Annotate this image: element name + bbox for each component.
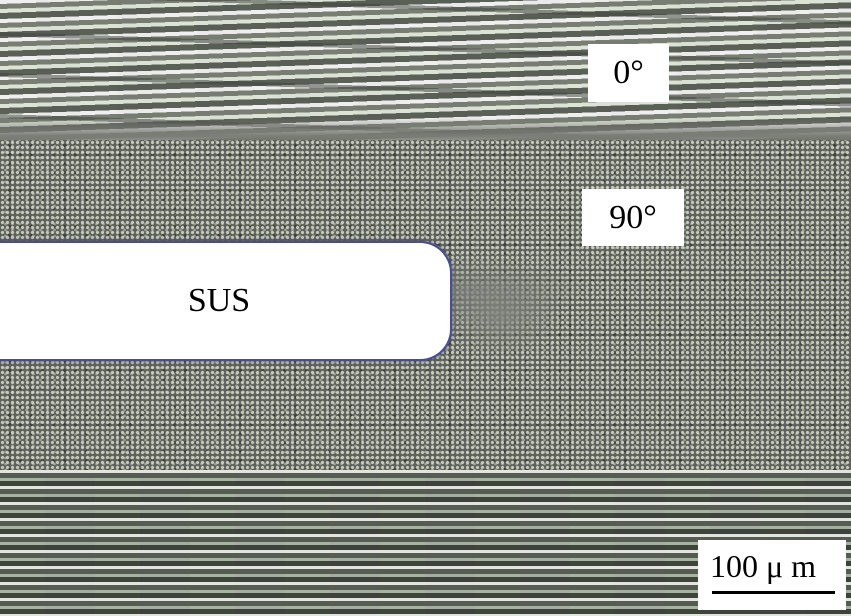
- sus-insert: SUS: [0, 243, 450, 359]
- sus-label: SUS: [187, 282, 251, 319]
- top-ply-orientation-label: 0°: [588, 44, 669, 102]
- middle-ply-orientation-label: 90°: [582, 189, 684, 246]
- scale-bar-box: 100 μ m: [698, 540, 846, 610]
- scale-bar-line: [712, 591, 835, 594]
- scale-bar-label: 100 μ m: [710, 548, 817, 584]
- top-0-degree-ply: [0, 0, 851, 140]
